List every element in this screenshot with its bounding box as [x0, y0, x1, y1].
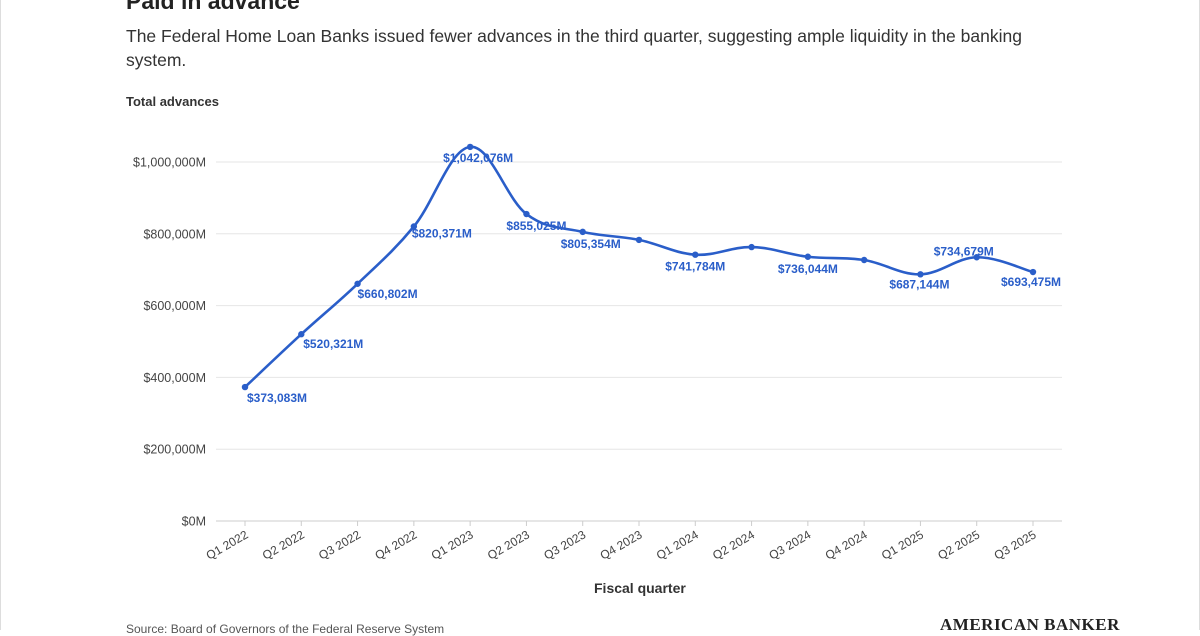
x-tick-label: Q2 2024 — [710, 527, 757, 562]
data-point — [523, 210, 530, 218]
x-tick-label: Q3 2022 — [316, 527, 363, 562]
brand-logo: AMERICAN BANKER — [940, 615, 1120, 634]
data-point — [748, 243, 755, 251]
chart-subtitle: The Federal Home Loan Banks issued fewer… — [126, 26, 1022, 70]
data-point — [579, 228, 586, 236]
data-point — [860, 256, 868, 264]
data-point — [635, 236, 643, 244]
frame-border-left — [0, 0, 1, 630]
y-tick-labels: $0M $200,000M $400,000M $600,000M $800,000M $… — [133, 156, 206, 529]
data-label: $734,679M — [934, 244, 994, 258]
x-tick-label: Q1 2024 — [654, 527, 701, 562]
x-tick-label: Q1 2022 — [204, 527, 251, 562]
data-label: $1,042,076M — [443, 151, 513, 165]
chart-title: Paid in advance — [126, 0, 300, 14]
data-label: $520,321M — [303, 337, 363, 351]
series-line — [243, 145, 1035, 389]
data-label: $855,025M — [506, 219, 566, 233]
data-point — [466, 143, 474, 151]
data-label: $660,802M — [358, 287, 418, 301]
y-tick-label: $400,000M — [143, 371, 206, 385]
y-tick-label: $1,000,000M — [133, 156, 206, 170]
x-tick-label: Q1 2023 — [429, 527, 476, 562]
y-tick-label: $0M — [182, 515, 206, 529]
data-labels: $373,083M $520,321M $660,802M $820,371M $1,0… — [247, 151, 1061, 405]
data-label: $805,354M — [561, 237, 621, 251]
x-tick-labels: Q1 2022 Q2 2022 Q3 2022 Q4 2022 Q1 2023 Q2 20… — [204, 521, 1039, 563]
y-tick-label: $800,000M — [143, 227, 206, 241]
x-tick-label: Q4 2022 — [372, 527, 419, 562]
x-tick-label: Q2 2025 — [935, 527, 982, 562]
x-axis-label: Fiscal quarter — [594, 580, 686, 596]
data-points — [241, 143, 1037, 391]
x-tick-label: Q3 2025 — [992, 527, 1039, 562]
x-tick-label: Q4 2024 — [823, 527, 870, 562]
data-point — [1029, 268, 1037, 276]
data-point — [354, 280, 361, 287]
data-label: $693,475M — [1001, 275, 1061, 289]
y-tick-label: $600,000M — [143, 299, 206, 313]
data-point — [804, 253, 812, 260]
data-point — [298, 331, 305, 338]
y-tick-label: $200,000M — [143, 443, 206, 457]
data-label: $373,083M — [247, 391, 307, 405]
x-tick-label: Q4 2023 — [598, 527, 645, 562]
x-tick-label: Q1 2025 — [879, 527, 926, 562]
x-tick-label: Q3 2023 — [541, 527, 588, 562]
data-label: $820,371M — [412, 226, 472, 240]
data-point — [410, 223, 418, 230]
data-point — [692, 251, 699, 258]
y-axis-label: Total advances — [126, 94, 219, 109]
data-label: $687,144M — [889, 277, 949, 291]
data-label: $741,784M — [665, 260, 725, 274]
data-point — [917, 271, 924, 278]
x-tick-label: Q2 2022 — [260, 527, 307, 562]
data-point — [973, 254, 980, 261]
x-tick-label: Q3 2024 — [766, 527, 813, 562]
x-tick-label: Q2 2023 — [485, 527, 532, 562]
data-label: $736,044M — [778, 262, 838, 276]
data-point — [241, 383, 249, 391]
